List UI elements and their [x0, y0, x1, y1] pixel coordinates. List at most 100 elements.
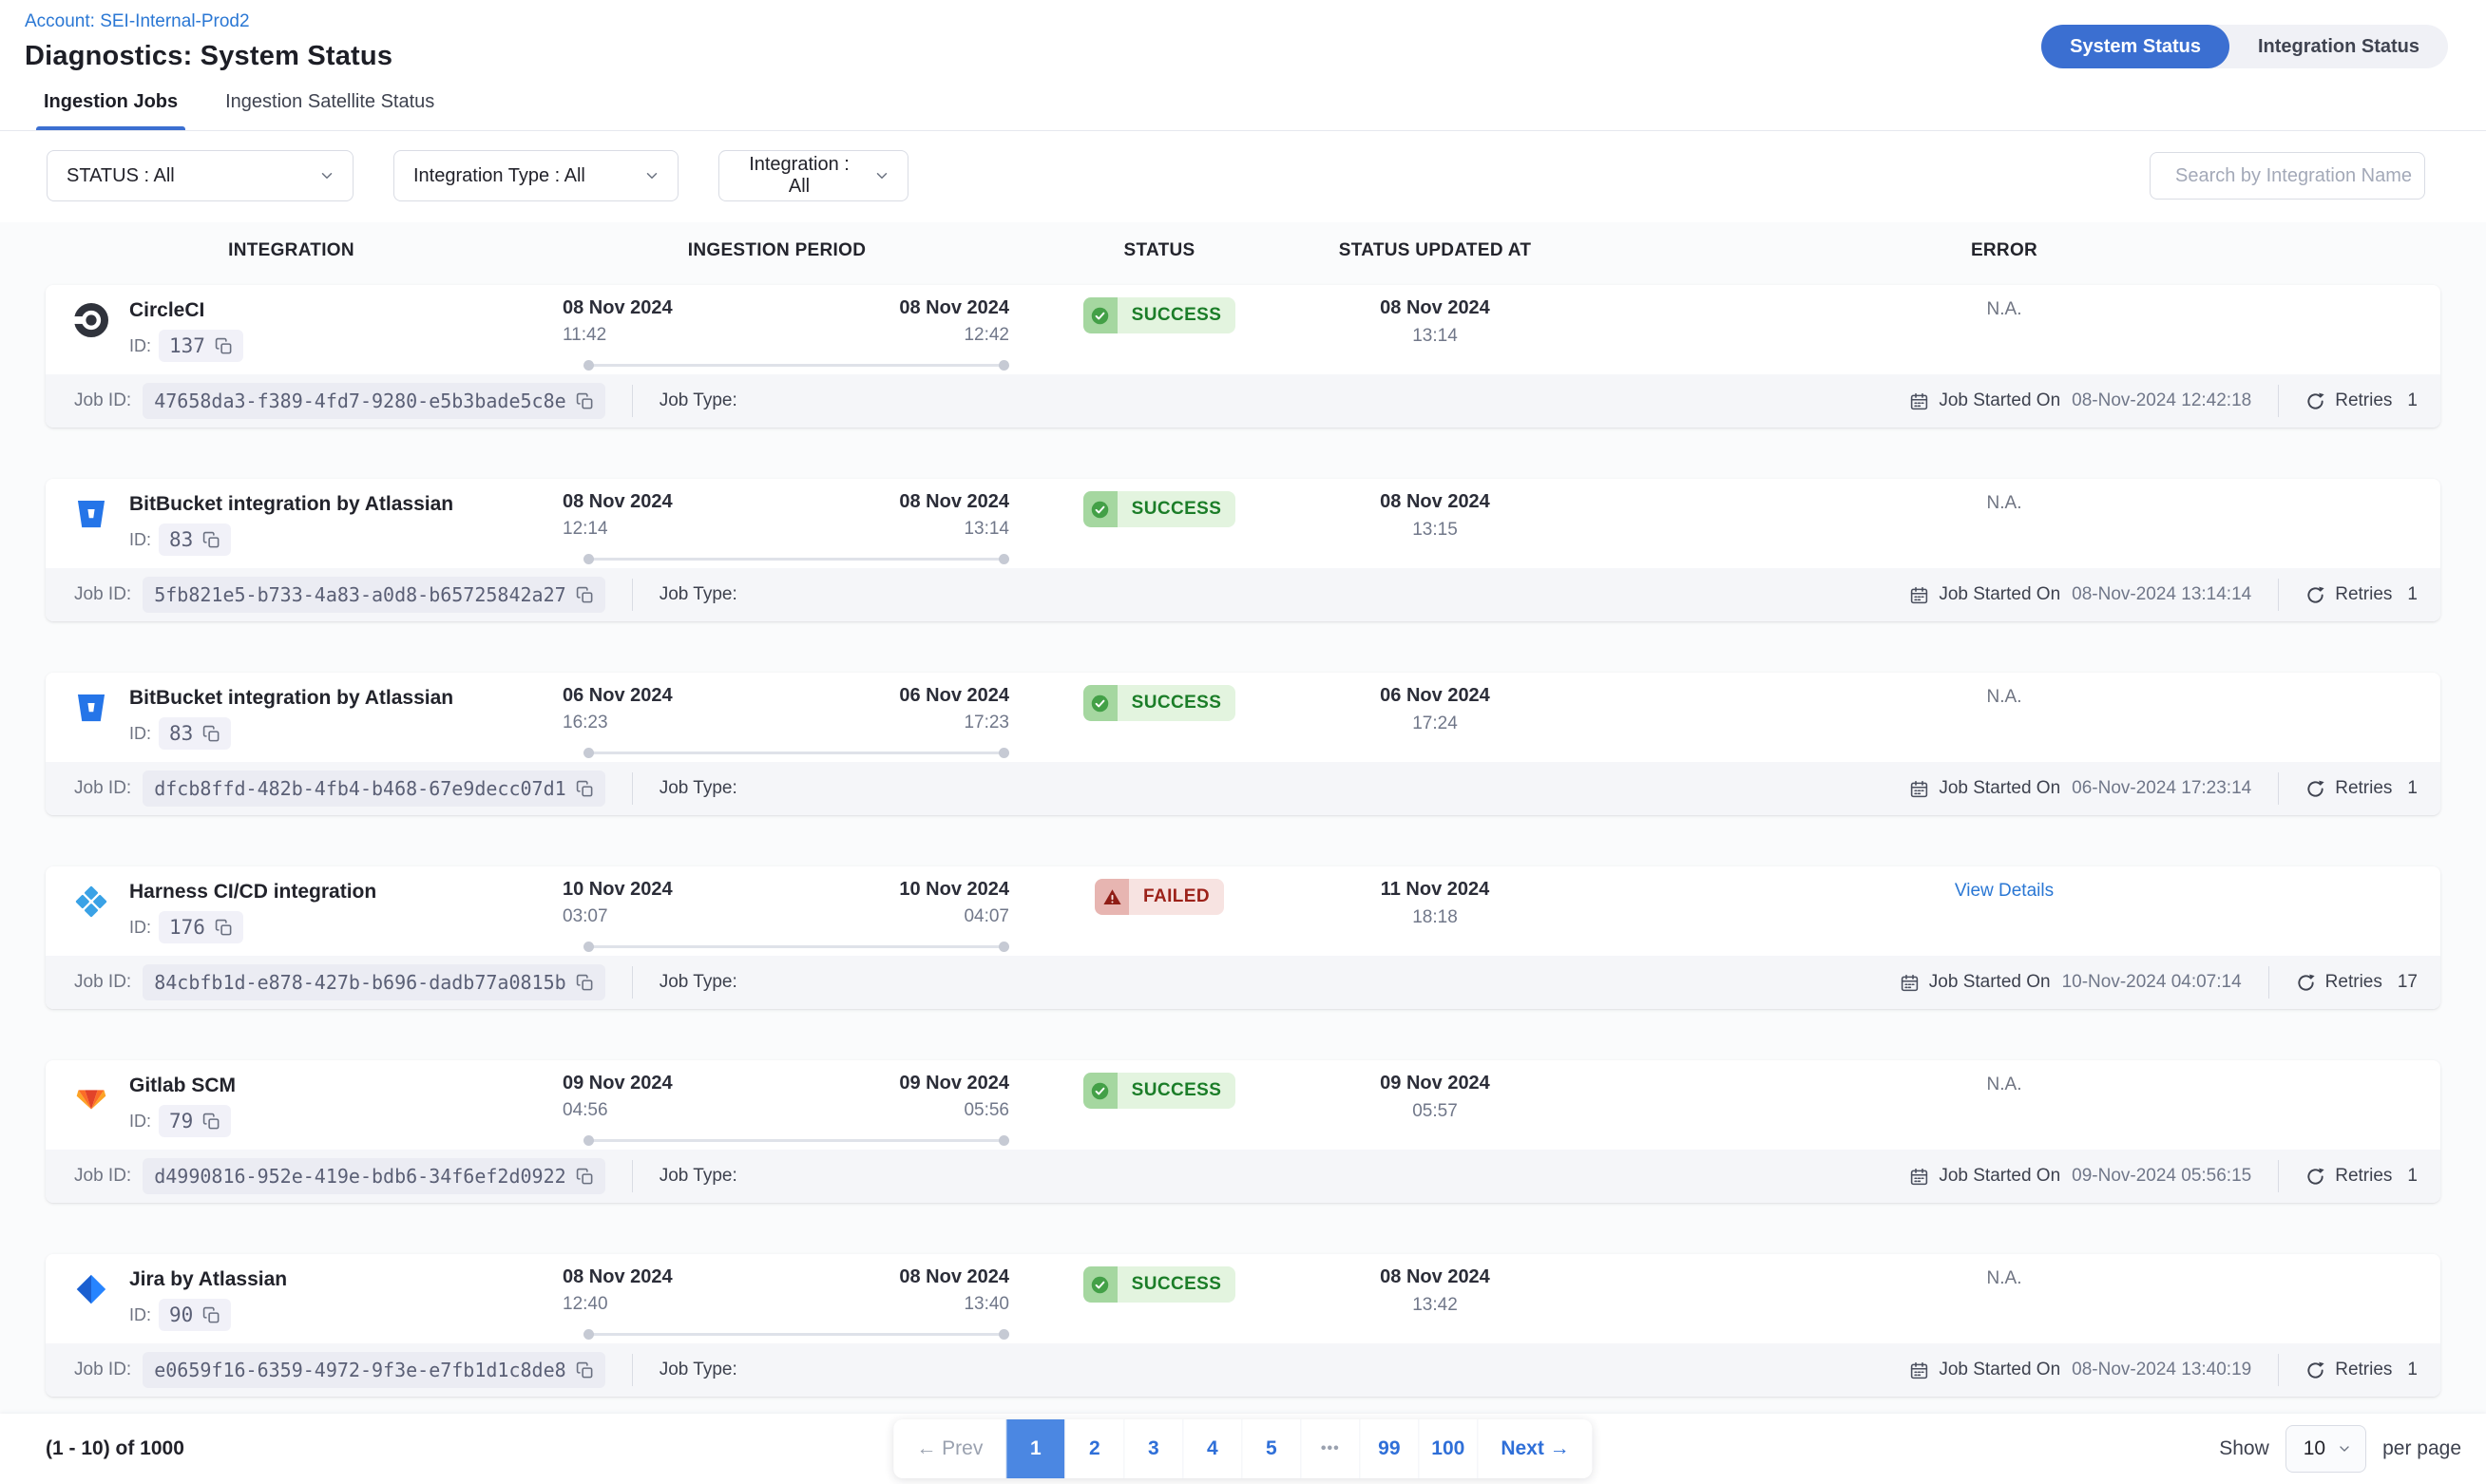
divider	[2267, 966, 2269, 999]
per-page-label: per page	[2382, 1437, 2461, 1459]
slider-handle-start[interactable]	[583, 1135, 594, 1146]
integration-filter-select[interactable]: Integration : All	[718, 150, 908, 201]
slider-handle-end[interactable]	[999, 360, 1009, 371]
pagination-bar: (1 - 10) of 1000 ← Prev 1 2 3 4 5 ••• 99 100 Next…	[0, 1414, 2486, 1484]
copy-icon[interactable]	[202, 1306, 220, 1324]
period-start-time: 11:42	[563, 325, 607, 345]
integration-id-pill: 83	[159, 523, 232, 556]
ingestion-job-card: Jira by Atlassian ID: 90	[46, 1254, 2440, 1397]
job-id-label: Job ID:	[74, 1166, 132, 1186]
copy-icon[interactable]	[576, 1361, 594, 1379]
status-updated-date: 08 Nov 2024	[1380, 491, 1490, 512]
harness-logo-icon	[75, 885, 107, 918]
slider-handle-start[interactable]	[583, 942, 594, 952]
retries-count: 1	[2407, 778, 2418, 798]
retries-refresh-icon	[2296, 973, 2316, 993]
table-header-row: INTEGRATION INGESTION PERIOD STATUS STAT…	[46, 222, 2440, 279]
gitlab-logo-icon	[76, 1090, 106, 1110]
calendar-icon	[1900, 973, 1920, 993]
integration-type-filter-select[interactable]: Integration Type : All	[393, 150, 679, 201]
job-type-label: Job Type:	[659, 584, 737, 604]
period-end-date: 09 Nov 2024	[899, 1073, 1009, 1094]
retries-label: Retries	[2335, 390, 2393, 410]
status-badge-label: SUCCESS	[1117, 685, 1236, 721]
slider-handle-end[interactable]	[999, 748, 1009, 758]
success-check-icon	[1091, 307, 1109, 324]
copy-icon[interactable]	[576, 392, 594, 410]
copy-icon[interactable]	[576, 974, 594, 992]
copy-icon[interactable]	[202, 531, 220, 549]
ingestion-period-slider	[583, 553, 1009, 564]
slider-track	[585, 945, 1007, 948]
calendar-icon	[1909, 779, 1929, 799]
status-filter-select[interactable]: STATUS : All	[47, 150, 354, 201]
show-label: Show	[2219, 1437, 2269, 1459]
period-start-time: 16:23	[563, 713, 608, 732]
status-badge-label: FAILED	[1129, 879, 1224, 915]
chevron-down-icon	[876, 173, 888, 179]
pagination-page-5[interactable]: 5	[1241, 1419, 1301, 1478]
copy-icon[interactable]	[215, 337, 233, 355]
page-title: Diagnostics: System Status	[25, 41, 393, 71]
pagination-prev[interactable]: ← Prev	[893, 1419, 1006, 1478]
status-updated-date: 08 Nov 2024	[1380, 297, 1490, 318]
pagination-page-100[interactable]: 100	[1418, 1419, 1478, 1478]
slider-handle-start[interactable]	[583, 1329, 594, 1340]
period-end-time: 04:07	[964, 906, 1009, 926]
system-status-toggle-button[interactable]: System Status	[2041, 25, 2229, 68]
slider-handle-start[interactable]	[583, 554, 594, 564]
slider-handle-end[interactable]	[999, 1329, 1009, 1340]
job-started-value: 08-Nov-2024 13:14:14	[2072, 584, 2252, 604]
page-size-select[interactable]: 10	[2285, 1425, 2367, 1473]
error-cell: N.A.	[1986, 493, 2022, 513]
slider-handle-end[interactable]	[999, 1135, 1009, 1146]
copy-icon[interactable]	[202, 725, 220, 743]
period-end-time: 05:56	[964, 1100, 1009, 1120]
job-started-label: Job Started On	[1939, 778, 2061, 798]
copy-icon[interactable]	[576, 1168, 594, 1186]
retries-label: Retries	[2335, 584, 2393, 604]
pagination-page-1[interactable]: 1	[1005, 1419, 1065, 1478]
pagination-page-99[interactable]: 99	[1359, 1419, 1419, 1478]
period-end-date: 08 Nov 2024	[899, 491, 1009, 512]
pagination-page-2[interactable]: 2	[1064, 1419, 1124, 1478]
view-details-link[interactable]: View Details	[1954, 881, 2055, 901]
ingestion-job-card: BitBucket integration by Atlassian ID: 8…	[46, 479, 2440, 621]
ingestion-jobs-table: INTEGRATION INGESTION PERIOD STATUS STAT…	[0, 222, 2486, 1484]
integration-name: Gitlab SCM	[129, 1075, 237, 1096]
id-label: ID:	[129, 723, 152, 743]
integration-type-filter-value: Integration Type : All	[413, 164, 585, 186]
job-started-value: 06-Nov-2024 17:23:14	[2072, 778, 2252, 798]
copy-icon[interactable]	[202, 1113, 220, 1131]
integration-status-toggle-button[interactable]: Integration Status	[2229, 25, 2448, 68]
error-cell: N.A.	[1986, 1268, 2022, 1288]
slider-handle-end[interactable]	[999, 942, 1009, 952]
integration-id-value: 83	[169, 722, 194, 745]
table-body: CircleCI ID: 137 08 Nov	[46, 285, 2440, 1397]
tab-ingestion-satellite-status[interactable]: Ingestion Satellite Status	[225, 91, 435, 112]
slider-track	[585, 752, 1007, 754]
pagination-page-4[interactable]: 4	[1182, 1419, 1242, 1478]
pagination-page-3[interactable]: 3	[1123, 1419, 1183, 1478]
status-updated-time: 13:15	[1412, 520, 1458, 540]
account-breadcrumb-link[interactable]: Account: SEI-Internal-Prod2	[25, 11, 250, 31]
status-filter-value: STATUS : All	[67, 164, 175, 186]
slider-handle-start[interactable]	[583, 360, 594, 371]
slider-handle-end[interactable]	[999, 554, 1009, 564]
pagination-next[interactable]: Next →	[1477, 1419, 1593, 1478]
ingestion-period-slider	[583, 747, 1009, 758]
copy-icon[interactable]	[576, 586, 594, 604]
search-box[interactable]	[2150, 152, 2427, 200]
circleci-logo-icon	[74, 303, 108, 337]
retries-count: 1	[2407, 1360, 2418, 1379]
copy-icon[interactable]	[576, 780, 594, 798]
success-check-icon	[1091, 694, 1109, 712]
tab-ingestion-jobs[interactable]: Ingestion Jobs	[35, 91, 186, 130]
search-input[interactable]	[2175, 164, 2427, 187]
retries-refresh-icon	[2305, 391, 2325, 411]
slider-handle-start[interactable]	[583, 748, 594, 758]
integration-id-value: 137	[169, 334, 205, 357]
pagination-range-info: (1 - 10) of 1000	[46, 1437, 184, 1459]
copy-icon[interactable]	[215, 919, 233, 937]
status-badge: SUCCESS	[1082, 1266, 1236, 1303]
